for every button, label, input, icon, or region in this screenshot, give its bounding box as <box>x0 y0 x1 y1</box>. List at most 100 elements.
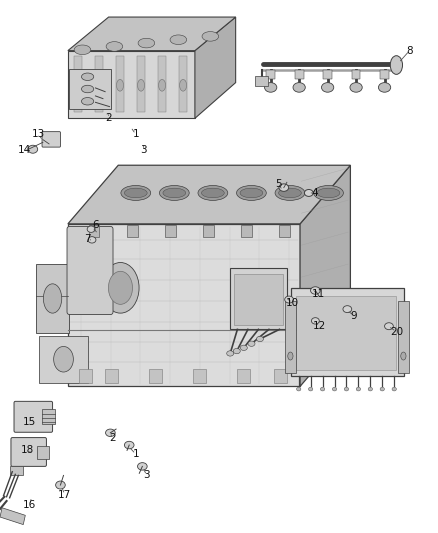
Text: 16: 16 <box>23 500 36 510</box>
Bar <box>74 56 82 112</box>
FancyBboxPatch shape <box>11 438 46 466</box>
Text: 13: 13 <box>32 130 45 139</box>
Bar <box>89 225 99 237</box>
Bar <box>237 369 250 383</box>
Ellipse shape <box>138 38 155 48</box>
Ellipse shape <box>311 287 320 294</box>
Ellipse shape <box>321 387 325 391</box>
Text: 2: 2 <box>105 114 112 123</box>
Ellipse shape <box>201 188 224 198</box>
Ellipse shape <box>202 31 219 41</box>
Text: 7: 7 <box>84 234 91 244</box>
Text: 6: 6 <box>92 220 99 230</box>
Ellipse shape <box>159 185 189 200</box>
Bar <box>69 69 111 109</box>
Bar <box>42 409 55 424</box>
Ellipse shape <box>81 73 94 80</box>
Ellipse shape <box>240 188 263 198</box>
Ellipse shape <box>88 237 96 243</box>
Polygon shape <box>68 51 195 118</box>
Ellipse shape <box>53 346 73 372</box>
Ellipse shape <box>180 79 187 91</box>
Ellipse shape <box>343 306 352 312</box>
Ellipse shape <box>102 263 139 313</box>
Text: 1: 1 <box>132 130 139 139</box>
Bar <box>296 296 396 370</box>
Bar <box>255 76 268 86</box>
Ellipse shape <box>233 349 240 354</box>
Text: 15: 15 <box>23 417 36 427</box>
Bar <box>398 301 409 373</box>
Ellipse shape <box>124 188 147 198</box>
Bar <box>165 225 176 237</box>
Ellipse shape <box>240 345 247 351</box>
Bar <box>39 336 88 383</box>
FancyBboxPatch shape <box>14 401 53 432</box>
Bar <box>193 369 206 383</box>
Text: 3: 3 <box>143 471 150 480</box>
Ellipse shape <box>87 226 95 232</box>
Bar <box>137 56 145 112</box>
FancyBboxPatch shape <box>67 227 113 314</box>
Ellipse shape <box>74 79 81 91</box>
Ellipse shape <box>401 352 406 360</box>
Bar <box>291 288 404 376</box>
Ellipse shape <box>380 387 385 391</box>
Ellipse shape <box>121 185 151 200</box>
Ellipse shape <box>28 145 38 154</box>
Text: 20: 20 <box>390 327 403 336</box>
Ellipse shape <box>308 387 313 391</box>
Bar <box>0 508 25 524</box>
FancyBboxPatch shape <box>42 132 60 147</box>
Bar <box>380 70 389 79</box>
Bar <box>10 466 23 475</box>
Ellipse shape <box>138 79 145 91</box>
Bar <box>295 70 304 79</box>
Text: 17: 17 <box>58 490 71 499</box>
Bar <box>274 369 287 383</box>
Ellipse shape <box>321 83 334 92</box>
Ellipse shape <box>138 463 147 470</box>
Ellipse shape <box>106 42 123 51</box>
Text: 2: 2 <box>110 433 117 443</box>
Ellipse shape <box>117 79 124 91</box>
Ellipse shape <box>356 387 360 391</box>
Text: 8: 8 <box>406 46 413 55</box>
Ellipse shape <box>81 85 94 93</box>
Ellipse shape <box>344 387 349 391</box>
Text: 11: 11 <box>312 289 325 299</box>
Polygon shape <box>68 165 350 224</box>
Ellipse shape <box>248 341 255 346</box>
Polygon shape <box>195 17 236 118</box>
Ellipse shape <box>332 387 337 391</box>
Ellipse shape <box>275 185 305 200</box>
Bar <box>234 274 283 325</box>
Bar <box>323 70 332 79</box>
Ellipse shape <box>390 56 403 74</box>
Ellipse shape <box>311 318 319 324</box>
Ellipse shape <box>304 189 313 196</box>
Ellipse shape <box>378 83 391 92</box>
Ellipse shape <box>56 481 65 489</box>
Ellipse shape <box>237 185 266 200</box>
Bar <box>179 56 187 112</box>
Ellipse shape <box>265 83 277 92</box>
Bar <box>36 264 69 333</box>
Ellipse shape <box>159 79 166 91</box>
Polygon shape <box>68 17 236 51</box>
Ellipse shape <box>368 387 372 391</box>
Ellipse shape <box>256 336 263 342</box>
Ellipse shape <box>43 284 62 313</box>
Bar <box>352 70 360 79</box>
Ellipse shape <box>170 35 187 45</box>
Bar <box>266 70 275 79</box>
Text: 3: 3 <box>140 146 147 155</box>
Bar <box>203 225 214 237</box>
Bar <box>158 56 166 112</box>
Ellipse shape <box>293 83 305 92</box>
Ellipse shape <box>106 429 115 437</box>
Ellipse shape <box>279 188 301 198</box>
Bar <box>105 369 118 383</box>
Bar <box>37 446 49 459</box>
Ellipse shape <box>279 184 289 191</box>
